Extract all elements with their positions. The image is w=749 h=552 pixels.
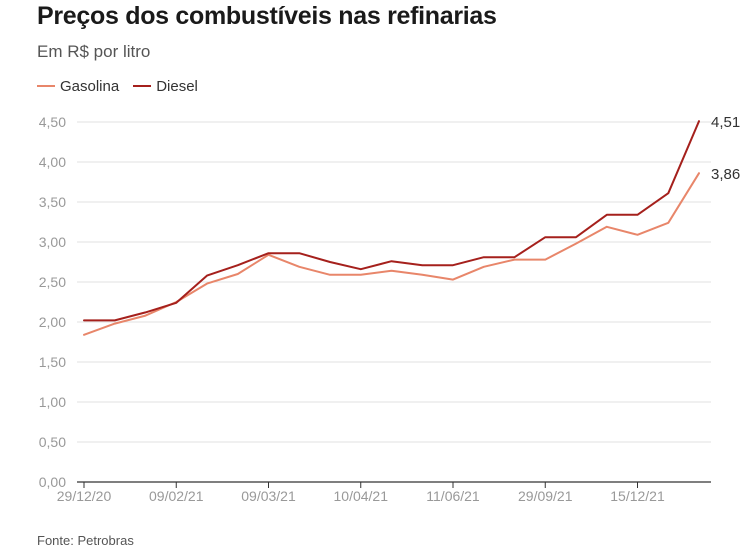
y-tick-label: 1,50 — [39, 354, 66, 370]
chart-source: Fonte: Petrobras — [37, 533, 134, 548]
y-tick-label: 2,50 — [39, 274, 66, 290]
series-line-gasolina — [83, 172, 700, 336]
series-layer — [83, 120, 700, 336]
legend-item-diesel: Diesel — [133, 78, 198, 95]
y-tick-label: 2,00 — [39, 314, 66, 330]
chart-title: Preços dos combustíveis nas refinarias — [37, 2, 497, 30]
end-label-gasolina: 3,86 — [711, 166, 740, 183]
legend-label-gasolina: Gasolina — [60, 77, 120, 95]
legend-swatch-gasolina — [37, 85, 55, 87]
y-tick-label: 0,00 — [39, 474, 66, 490]
y-tick-label: 3,50 — [39, 194, 66, 210]
y-tick-label: 1,00 — [39, 394, 66, 410]
x-tick-label: 11/06/21 — [426, 488, 480, 504]
legend-swatch-diesel — [133, 85, 152, 87]
legend-label-diesel: Diesel — [156, 77, 198, 95]
series-line-diesel — [83, 120, 700, 322]
legend-item-gasolina: Gasolina — [37, 78, 119, 95]
x-tick-label: 29/09/21 — [518, 488, 573, 504]
label-layer: 3,86 4,51 — [711, 114, 740, 183]
end-label-diesel: 4,51 — [711, 114, 740, 131]
y-tick-label: 4,00 — [39, 154, 66, 170]
x-tick-label: 15/12/21 — [610, 488, 665, 504]
grid-layer: 0,00 0,50 1,00 1,50 2,00 2,50 3,00 3,50 4,00 4,50… — [39, 114, 711, 504]
x-tick-label: 09/03/21 — [241, 488, 296, 504]
chart-legend: Gasolina Diesel — [37, 76, 212, 96]
x-tick-label: 10/04/21 — [334, 488, 389, 504]
x-tick-label: 29/12/20 — [57, 488, 112, 504]
chart-subtitle: Em R$ por litro — [37, 42, 151, 61]
x-tick-label: 09/02/21 — [149, 488, 204, 504]
y-tick-label: 3,00 — [39, 234, 66, 250]
y-tick-label: 4,50 — [39, 114, 66, 130]
y-tick-label: 0,50 — [39, 434, 66, 450]
